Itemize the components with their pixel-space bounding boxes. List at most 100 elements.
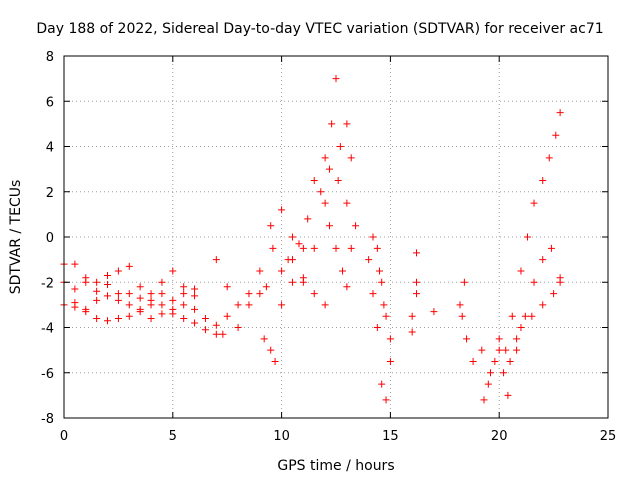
data-point [288,233,296,241]
data-point [104,292,112,300]
y-tick-label: -8 [41,412,54,427]
data-point [125,262,133,270]
data-point [334,176,342,184]
data-point [347,244,355,252]
data-point [539,301,547,309]
data-point [336,143,344,150]
data-point [386,357,394,365]
series-track-n [504,244,564,399]
data-point [93,314,101,322]
data-point [528,312,536,320]
data-point [125,301,133,309]
y-tick-label: 2 [46,186,54,201]
series-track-j [369,233,390,320]
data-point [260,335,268,343]
axis-ticks: 0 5 10 15 20 25 -8 -6 -4 -2 0 2 4 6 8 [41,50,616,444]
data-point [245,301,253,309]
data-point [413,249,421,257]
series-track-k [408,249,468,336]
data-point [278,206,286,214]
data-point [267,346,275,354]
series-track-d [71,296,220,338]
y-tick-label: -2 [41,276,54,291]
data-point [136,305,144,313]
data-point [491,357,499,365]
data-point [158,310,166,318]
data-point [458,312,466,320]
data-point [234,301,242,309]
data-point [332,75,340,83]
x-tick-label: 10 [273,429,290,444]
data-point [212,256,220,264]
data-point [378,278,386,286]
data-point [325,222,333,230]
data-point [386,335,394,343]
y-tick-label: 0 [46,231,54,246]
y-tick-label: 4 [46,141,54,156]
data-point [136,283,144,291]
data-point [513,335,521,343]
y-tick-label: 8 [46,50,54,65]
data-point [460,278,468,286]
data-point [328,120,336,128]
data-point [93,287,101,295]
data-point [158,290,166,298]
series-track-h [284,165,355,264]
data-point [523,233,531,241]
chart-title: Day 188 of 2022, Sidereal Day-to-day VTE… [36,21,603,37]
data-point [114,314,122,322]
data-point [201,314,209,322]
data-point [180,283,188,291]
data-point [504,391,512,399]
y-axis-label: SDTVAR / TECUs [8,180,24,295]
series-track-f [223,256,329,365]
data-point [256,267,264,275]
data-point [550,290,558,298]
data-point [271,357,279,365]
data-point [343,199,351,207]
data-point [278,301,286,309]
series-track-l [463,278,564,388]
data-point [169,267,177,275]
data-point [191,305,199,313]
data-point [369,290,377,298]
data-point [310,290,318,298]
data-point [430,308,438,316]
data-point [373,324,381,331]
data-point [278,267,286,275]
data-point [517,324,525,331]
data-point [530,278,538,286]
data-point [125,290,133,298]
data-point [347,154,355,162]
data-point [104,271,112,279]
data-point [180,314,188,322]
data-point [530,199,538,207]
data-point [169,310,177,318]
data-point [500,369,508,377]
data-point [212,330,220,338]
data-point [413,278,421,286]
data-point [147,296,155,304]
data-point [114,290,122,298]
data-point [147,314,155,322]
data-point [321,199,329,207]
data-point [521,312,529,320]
x-tick-label: 15 [382,429,399,444]
data-point [169,296,177,304]
data-point [343,120,351,128]
data-point [369,233,377,241]
series-track-i [365,256,394,404]
data-point [136,294,144,302]
series-track-m [480,109,564,404]
data-point [317,188,325,196]
data-point [267,222,275,230]
data-point [262,283,270,291]
x-axis-label: GPS time / hours [277,458,394,474]
data-point [332,244,340,252]
data-point [545,154,553,162]
x-tick-label: 25 [600,429,617,444]
data-point [223,312,231,320]
data-point [502,346,510,354]
data-point [547,244,555,252]
